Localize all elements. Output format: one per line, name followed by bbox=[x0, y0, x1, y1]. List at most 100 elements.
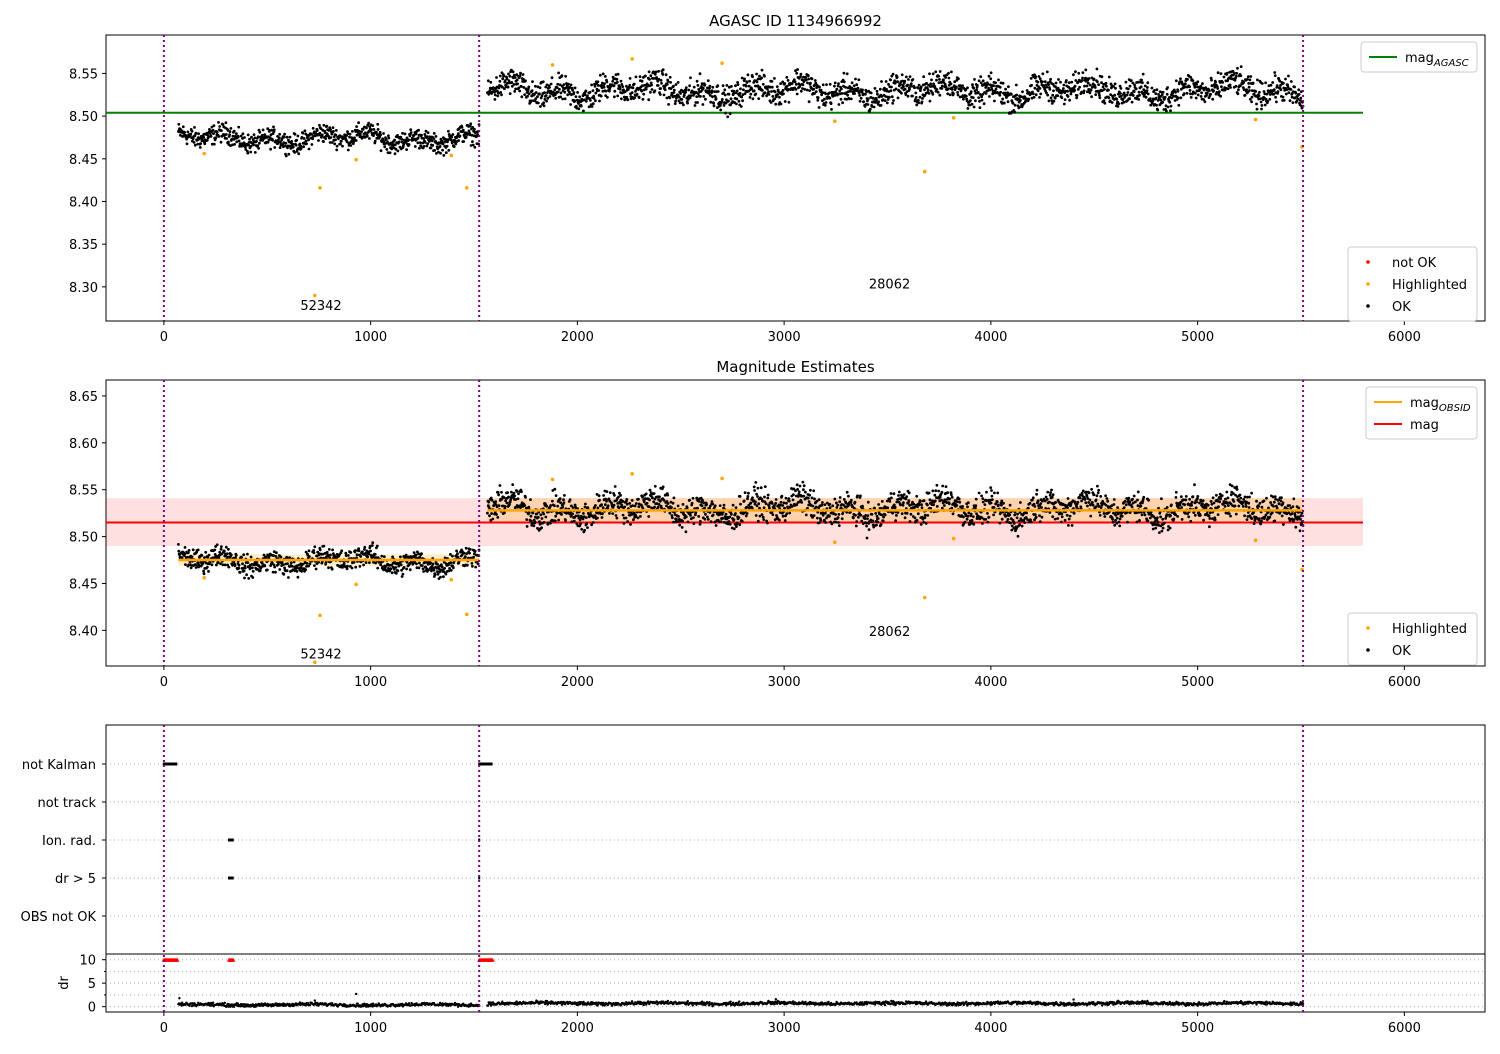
ok-point bbox=[529, 498, 532, 501]
ok-point bbox=[499, 80, 502, 83]
ok-point bbox=[867, 103, 870, 106]
ok-point bbox=[1212, 89, 1215, 92]
ok-point bbox=[703, 507, 706, 510]
ok-point bbox=[514, 498, 517, 501]
ok-point bbox=[501, 77, 504, 80]
highlighted-point bbox=[630, 57, 634, 61]
ok-point bbox=[213, 124, 216, 127]
ok-point bbox=[934, 70, 937, 73]
ok-point bbox=[1051, 496, 1054, 499]
ok-point bbox=[299, 145, 302, 148]
ok-point bbox=[288, 556, 291, 559]
ok-point bbox=[278, 133, 281, 136]
ok-point bbox=[1088, 492, 1091, 495]
ok-point bbox=[921, 97, 924, 100]
ok-point bbox=[219, 562, 222, 565]
ok-point bbox=[800, 73, 803, 76]
ok-point bbox=[517, 492, 520, 495]
ok-point bbox=[1138, 94, 1141, 97]
ok-point bbox=[844, 86, 847, 89]
ok-point bbox=[496, 516, 499, 519]
ok-point bbox=[654, 485, 657, 488]
ok-point bbox=[616, 95, 619, 98]
ok-point bbox=[563, 83, 566, 86]
ok-point bbox=[809, 489, 812, 492]
ok-point bbox=[528, 511, 531, 514]
ok-point bbox=[542, 101, 545, 104]
ok-point bbox=[1123, 92, 1126, 95]
ok-point bbox=[239, 571, 242, 574]
ok-point bbox=[1221, 81, 1224, 84]
ok-point bbox=[699, 520, 702, 523]
ok-point bbox=[1078, 86, 1081, 89]
ok-point bbox=[246, 561, 249, 564]
ok-point bbox=[962, 516, 965, 519]
ok-point bbox=[809, 82, 812, 85]
ok-point bbox=[1189, 89, 1192, 92]
ok-point bbox=[510, 491, 513, 494]
ok-point bbox=[1227, 87, 1230, 90]
ok-point bbox=[271, 139, 274, 142]
ok-point bbox=[245, 573, 248, 576]
ok-point bbox=[414, 145, 417, 148]
ok-point bbox=[1270, 84, 1273, 87]
ok-point bbox=[228, 133, 231, 136]
ok-point bbox=[300, 147, 303, 150]
ok-point bbox=[1129, 85, 1132, 88]
ok-point bbox=[685, 530, 688, 533]
ok-point bbox=[857, 516, 860, 519]
legend-label: not OK bbox=[1392, 256, 1437, 271]
ok-point bbox=[639, 75, 642, 78]
ok-point bbox=[828, 503, 831, 506]
ok-point bbox=[373, 128, 376, 131]
ok-point bbox=[211, 563, 214, 566]
ok-point bbox=[605, 90, 608, 93]
y-tick-label: 8.45 bbox=[69, 153, 98, 168]
ok-point bbox=[688, 499, 691, 502]
ok-point bbox=[227, 141, 230, 144]
ok-point bbox=[751, 75, 754, 78]
ok-point bbox=[733, 518, 736, 521]
ok-point bbox=[864, 517, 867, 520]
ok-point bbox=[1034, 505, 1037, 508]
ok-point bbox=[590, 84, 593, 87]
ok-point bbox=[1235, 85, 1238, 88]
ok-point bbox=[272, 126, 275, 129]
ok-point bbox=[353, 136, 356, 139]
ok-point bbox=[942, 79, 945, 82]
ok-point bbox=[573, 91, 576, 94]
ok-point bbox=[1038, 514, 1041, 517]
ok-point bbox=[399, 556, 402, 559]
ok-point bbox=[833, 85, 836, 88]
ok-point bbox=[900, 92, 903, 95]
ok-point bbox=[605, 500, 608, 503]
ok-point bbox=[1071, 524, 1074, 527]
ok-point bbox=[980, 495, 983, 498]
ok-point bbox=[1039, 502, 1042, 505]
ok-point bbox=[667, 80, 670, 83]
ok-point bbox=[829, 83, 832, 86]
ok-point bbox=[586, 526, 589, 529]
ok-point bbox=[991, 92, 994, 95]
ok-point bbox=[729, 523, 732, 526]
ok-point bbox=[846, 491, 849, 494]
ok-point bbox=[899, 504, 902, 507]
ok-point bbox=[391, 571, 394, 574]
ok-point bbox=[418, 147, 421, 150]
ok-point bbox=[542, 513, 545, 516]
ok-point bbox=[884, 99, 887, 102]
ok-point bbox=[509, 92, 512, 95]
ok-point bbox=[958, 501, 961, 504]
ok-point bbox=[1217, 71, 1220, 74]
ok-point bbox=[824, 503, 827, 506]
ok-point bbox=[881, 514, 884, 517]
ok-point bbox=[662, 68, 665, 71]
ok-point bbox=[926, 514, 929, 517]
ok-point bbox=[622, 514, 625, 517]
ok-point bbox=[665, 73, 668, 76]
ok-point bbox=[919, 96, 922, 99]
ok-point bbox=[371, 541, 374, 544]
ok-point bbox=[244, 567, 247, 570]
ok-point bbox=[223, 550, 226, 553]
ok-point bbox=[407, 139, 410, 142]
